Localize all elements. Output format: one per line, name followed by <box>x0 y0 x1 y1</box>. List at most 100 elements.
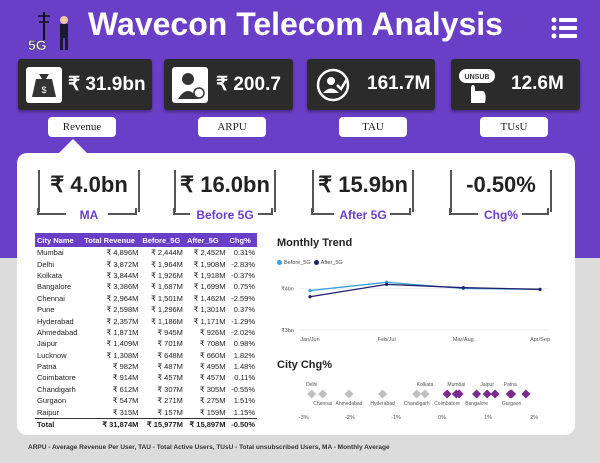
table-row[interactable]: Bangalore ₹ 3,386M ₹ 1,687M ₹ 1,699M 0.75% <box>35 281 257 292</box>
table-header-row: City Name Total Revenue Before_5G After_… <box>35 233 257 247</box>
page-title: Wavecon Telecom Analysis <box>88 6 503 42</box>
total-revenue-cell: ₹ 2,357M <box>106 316 139 326</box>
col-before-5g[interactable]: Before_5G <box>140 233 185 247</box>
after-cell: ₹ 1,908M <box>193 259 226 269</box>
col-chg[interactable]: Chg% <box>227 233 257 247</box>
svg-text:UNSUB: UNSUB <box>465 74 490 81</box>
col-total-revenue[interactable]: Total Revenue <box>82 233 141 247</box>
col-city[interactable]: City Name <box>35 233 83 247</box>
total-cell: ₹ 15,977M <box>140 417 185 431</box>
city-point[interactable] <box>307 389 317 399</box>
svg-text:$: $ <box>41 85 46 95</box>
panel-pointer <box>58 139 88 154</box>
city-cell: Pune <box>37 305 55 315</box>
city-point[interactable] <box>412 389 422 399</box>
user-rupee-icon <box>170 65 210 105</box>
city-cell: Hyderabad <box>37 316 74 326</box>
before-cell: ₹ 701M <box>157 339 183 349</box>
chg-cell: 0.98% <box>233 339 255 349</box>
money-bag-icon: $ <box>24 65 64 105</box>
table-row[interactable]: Kolkata ₹ 3,844M ₹ 1,926M ₹ 1,918M -0.37% <box>35 270 257 281</box>
tusu-card[interactable]: UNSUB 12.6M <box>451 59 580 110</box>
x-tick-label: -2% <box>345 415 355 421</box>
table-row[interactable]: Delhi ₹ 3,872M ₹ 1,964M ₹ 1,908M -2.83% <box>35 258 257 269</box>
total-revenue-cell: ₹ 982M <box>112 362 139 372</box>
city-cell: Chennai <box>37 293 65 303</box>
city-label: Chennai <box>313 401 332 407</box>
city-point[interactable] <box>420 389 430 399</box>
chg-cell: -2.59% <box>231 293 255 303</box>
city-point[interactable] <box>472 389 482 399</box>
tusu-value: 12.6M <box>511 73 564 94</box>
tab-tusu[interactable]: TUsU <box>478 115 550 139</box>
after5g-value: ₹ 15.9bn <box>318 172 408 197</box>
table-row[interactable]: Lucknow ₹ 1,308M ₹ 648M ₹ 660M 1.82% <box>35 350 257 361</box>
city-point[interactable] <box>378 389 388 399</box>
table-row[interactable]: Pune ₹ 2,598M ₹ 1,296M ₹ 1,301M 0.37% <box>35 304 257 315</box>
city-point[interactable] <box>482 389 492 399</box>
before5g-value: ₹ 16.0bn <box>180 172 270 197</box>
city-label: Jaipur <box>480 382 494 388</box>
legend-before-swatch <box>277 260 282 266</box>
after-cell: ₹ 495M <box>199 362 226 372</box>
chg-cell: 0.11% <box>234 373 255 383</box>
table-row[interactable]: Jaipur ₹ 1,409M ₹ 701M ₹ 708M 0.98% <box>35 338 257 349</box>
city-point[interactable] <box>442 389 452 399</box>
data-point <box>385 282 389 286</box>
chg-value: -0.50% <box>466 172 536 197</box>
y-tick-label: ₹4bn <box>281 286 294 293</box>
ma-caption: MA <box>79 208 99 222</box>
table-row[interactable]: Chennai ₹ 2,964M ₹ 1,501M ₹ 1,462M -2.59% <box>35 293 257 304</box>
table-row[interactable]: Patna ₹ 982M ₹ 487M ₹ 495M 1.48% <box>35 361 257 372</box>
before5g-metric: ₹ 16.0bn Before 5G <box>174 170 276 222</box>
table-row[interactable]: Gurgaon ₹ 547M ₹ 271M ₹ 275M 1.51% <box>35 395 257 406</box>
table-row[interactable]: Raipur ₹ 315M ₹ 157M ₹ 159M 1.15% <box>35 406 257 418</box>
table-row[interactable]: Chandigarh ₹ 612M ₹ 307M ₹ 305M -0.55% <box>35 384 257 395</box>
city-cell: Kolkata <box>37 270 63 280</box>
logo-text: 5G <box>28 37 47 53</box>
city-cell: Patna <box>37 362 57 372</box>
tab-tau[interactable]: TAU <box>337 115 409 139</box>
after-cell: ₹ 1,301M <box>193 305 226 315</box>
city-point[interactable] <box>507 389 517 399</box>
chg-cell: 0.37% <box>233 305 255 315</box>
city-point[interactable] <box>490 389 500 399</box>
after-cell: ₹ 275M <box>199 396 226 406</box>
table-row[interactable]: Coimbatore ₹ 914M ₹ 457M ₹ 457M 0.11% <box>35 372 257 383</box>
after-cell: ₹ 1,171M <box>193 316 226 326</box>
arpu-value: ₹ 200.7 <box>216 74 281 95</box>
x-tick-label: Feb/Jul <box>378 337 396 343</box>
tau-card[interactable]: 161.7M <box>307 59 435 110</box>
list-menu-icon[interactable] <box>551 16 577 40</box>
city-cell: Coimbatore <box>37 373 76 383</box>
table-row[interactable]: Mumbai ₹ 4,896M ₹ 2,444M ₹ 2,452M 0.31% <box>35 247 257 258</box>
before5g-caption: Before 5G <box>196 208 254 222</box>
city-point[interactable] <box>318 389 328 399</box>
total-revenue-cell: ₹ 914M <box>112 373 139 383</box>
total-revenue-cell: ₹ 1,409M <box>106 339 139 349</box>
total-cell: ₹ 31,874M <box>82 417 141 431</box>
city-point[interactable] <box>344 389 354 399</box>
x-tick-label: Mar/Aug <box>453 337 474 343</box>
before-cell: ₹ 457M <box>157 373 183 383</box>
table-row[interactable]: Ahmedabad ₹ 1,871M ₹ 945M ₹ 926M -2.02% <box>35 327 257 338</box>
data-point <box>308 288 312 293</box>
col-after-5g[interactable]: After_5G <box>184 233 228 247</box>
after-cell: ₹ 1,699M <box>193 282 226 292</box>
arpu-card[interactable]: ₹ 200.7 <box>164 59 293 110</box>
tab-arpu[interactable]: ARPU <box>196 115 268 139</box>
city-point[interactable] <box>521 389 531 399</box>
city-chg-title: City Chg% <box>277 359 332 371</box>
city-cell: Gurgaon <box>37 396 67 406</box>
tab-revenue[interactable]: Revenue <box>46 115 118 139</box>
x-tick-label: 0% <box>438 415 446 421</box>
revenue-card[interactable]: $ ₹ 31.9bn <box>18 59 152 110</box>
total-revenue-cell: ₹ 1,871M <box>106 327 139 337</box>
table-row[interactable]: Hyderabad ₹ 2,357M ₹ 1,186M ₹ 1,171M -1.29% <box>35 315 257 326</box>
chg-metric: -0.50% Chg% <box>450 170 552 222</box>
city-cell: Delhi <box>37 259 55 269</box>
total-revenue-cell: ₹ 3,386M <box>106 282 139 292</box>
before-cell: ₹ 648M <box>157 350 183 360</box>
city-cell: Bangalore <box>37 282 72 292</box>
